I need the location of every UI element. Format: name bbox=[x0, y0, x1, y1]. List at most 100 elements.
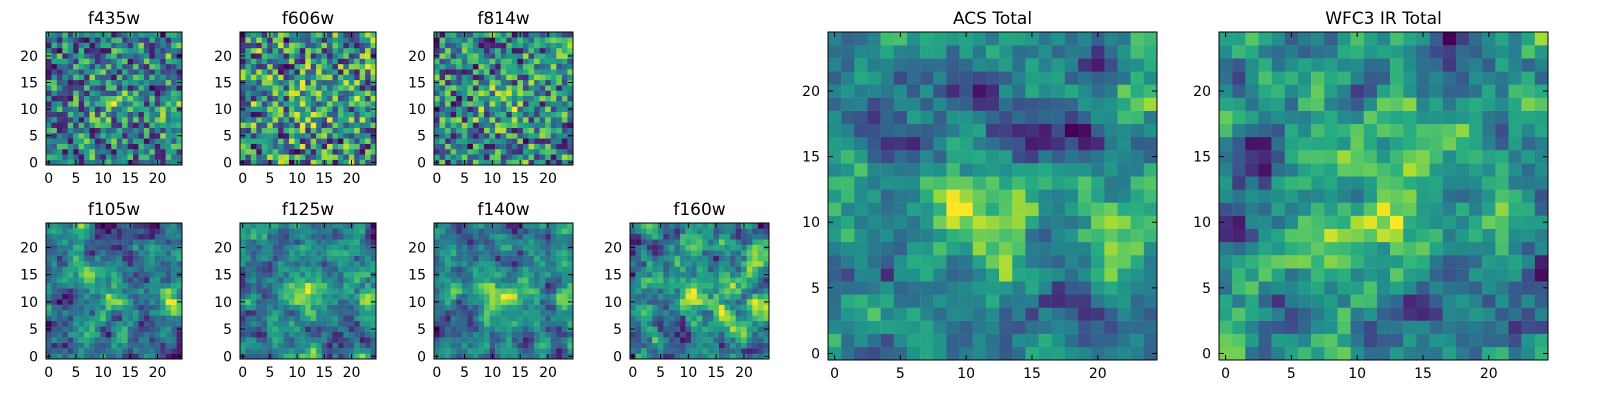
y-tick-label: 20 bbox=[20, 240, 38, 256]
heatmap-cell bbox=[67, 266, 74, 273]
heatmap-cell bbox=[680, 282, 686, 289]
heatmap-cell bbox=[310, 74, 317, 81]
heatmap-cell bbox=[511, 122, 518, 128]
heatmap-cell bbox=[893, 163, 908, 177]
heatmap-cell bbox=[359, 79, 366, 86]
heatmap-cell bbox=[359, 74, 366, 81]
heatmap-cell bbox=[439, 348, 446, 354]
heatmap-cell bbox=[439, 111, 446, 118]
heatmap-cell bbox=[757, 223, 764, 229]
heatmap-cell bbox=[256, 138, 262, 144]
heatmap-cell bbox=[522, 42, 529, 49]
heatmap-cell bbox=[506, 63, 513, 70]
heatmap-cell bbox=[556, 282, 563, 289]
heatmap-cell bbox=[985, 163, 1000, 177]
heatmap-cell bbox=[143, 79, 150, 86]
heatmap-cell bbox=[985, 333, 1000, 348]
heatmap-cell bbox=[445, 320, 451, 327]
heatmap-cell bbox=[365, 53, 371, 59]
heatmap-cell bbox=[89, 233, 96, 240]
heatmap-cell bbox=[439, 288, 446, 294]
heatmap-cell bbox=[946, 268, 960, 282]
heatmap-cell bbox=[461, 299, 468, 305]
heatmap-cell bbox=[305, 101, 311, 107]
heatmap-cell bbox=[332, 32, 339, 38]
heatmap-cell bbox=[545, 331, 551, 338]
heatmap-cell bbox=[763, 320, 770, 327]
heatmap-cell bbox=[500, 63, 507, 70]
heatmap-cell bbox=[294, 138, 301, 144]
heatmap-cell bbox=[154, 42, 161, 49]
heatmap-cell bbox=[160, 326, 166, 332]
heatmap-cell bbox=[867, 346, 881, 361]
heatmap-cell bbox=[321, 154, 328, 160]
heatmap-cell bbox=[240, 63, 246, 70]
heatmap-cell bbox=[154, 37, 161, 43]
heatmap-cell bbox=[741, 288, 747, 294]
heatmap-cell bbox=[495, 293, 501, 300]
heatmap-cell bbox=[484, 154, 490, 160]
heatmap-cell bbox=[84, 239, 90, 245]
heatmap-cell bbox=[46, 310, 52, 316]
heatmap-cell bbox=[310, 122, 317, 128]
heatmap-cell bbox=[365, 42, 371, 49]
heatmap-cell bbox=[1104, 176, 1118, 190]
heatmap-cell bbox=[348, 250, 355, 256]
heatmap-cell bbox=[73, 79, 79, 86]
heatmap-cell bbox=[702, 299, 709, 305]
heatmap-cell bbox=[635, 315, 642, 322]
heatmap-cell bbox=[461, 63, 468, 70]
heatmap-cell bbox=[261, 127, 268, 134]
heatmap-cell bbox=[652, 244, 658, 251]
heatmap-cell bbox=[343, 85, 349, 91]
heatmap-cell bbox=[506, 250, 513, 256]
heatmap-cell bbox=[668, 331, 675, 338]
heatmap-cell bbox=[46, 143, 52, 150]
heatmap-cell bbox=[434, 255, 440, 262]
heatmap-cell bbox=[450, 310, 457, 316]
heatmap-cell bbox=[933, 228, 947, 243]
heatmap-cell bbox=[561, 101, 568, 107]
heatmap-cell bbox=[143, 223, 150, 229]
heatmap-cell bbox=[550, 90, 557, 97]
heatmap-cell bbox=[327, 143, 333, 150]
heatmap-cell bbox=[305, 149, 311, 155]
heatmap-cell bbox=[316, 271, 322, 278]
heatmap-cell bbox=[56, 261, 63, 267]
heatmap-cell bbox=[674, 282, 681, 289]
heatmap-cell bbox=[517, 53, 524, 59]
heatmap-cell bbox=[354, 310, 360, 316]
heatmap-cell bbox=[550, 127, 557, 134]
heatmap-cell bbox=[78, 154, 85, 160]
heatmap-cell bbox=[528, 47, 535, 54]
heatmap-cell bbox=[906, 320, 921, 334]
heatmap-cell bbox=[149, 348, 155, 354]
heatmap-cell bbox=[657, 261, 664, 267]
heatmap-cell bbox=[160, 133, 166, 139]
heatmap-cell bbox=[450, 159, 457, 166]
heatmap-cell bbox=[283, 239, 290, 245]
heatmap-cell bbox=[713, 310, 720, 316]
heatmap-cell bbox=[534, 271, 540, 278]
heatmap-cell bbox=[256, 74, 262, 81]
heatmap-cell bbox=[278, 261, 284, 267]
heatmap-cell bbox=[1064, 255, 1079, 269]
heatmap-cell bbox=[752, 288, 759, 294]
heatmap-cell bbox=[545, 277, 551, 284]
heatmap-cell bbox=[78, 85, 85, 91]
heatmap-cell bbox=[149, 331, 155, 338]
heatmap-cell bbox=[484, 95, 490, 102]
heatmap-cell bbox=[105, 149, 112, 155]
heatmap-cell bbox=[332, 79, 339, 86]
heatmap-cell bbox=[278, 310, 284, 316]
heatmap-cell bbox=[668, 337, 675, 343]
heatmap-cell bbox=[702, 266, 709, 273]
heatmap-cell bbox=[561, 159, 568, 166]
heatmap-cell bbox=[267, 138, 273, 144]
heatmap-cell bbox=[160, 101, 166, 107]
heatmap-cell bbox=[556, 37, 563, 43]
heatmap-cell bbox=[348, 337, 355, 343]
heatmap-cell bbox=[154, 331, 161, 338]
heatmap-cell bbox=[133, 143, 139, 150]
heatmap-cell bbox=[310, 138, 317, 144]
